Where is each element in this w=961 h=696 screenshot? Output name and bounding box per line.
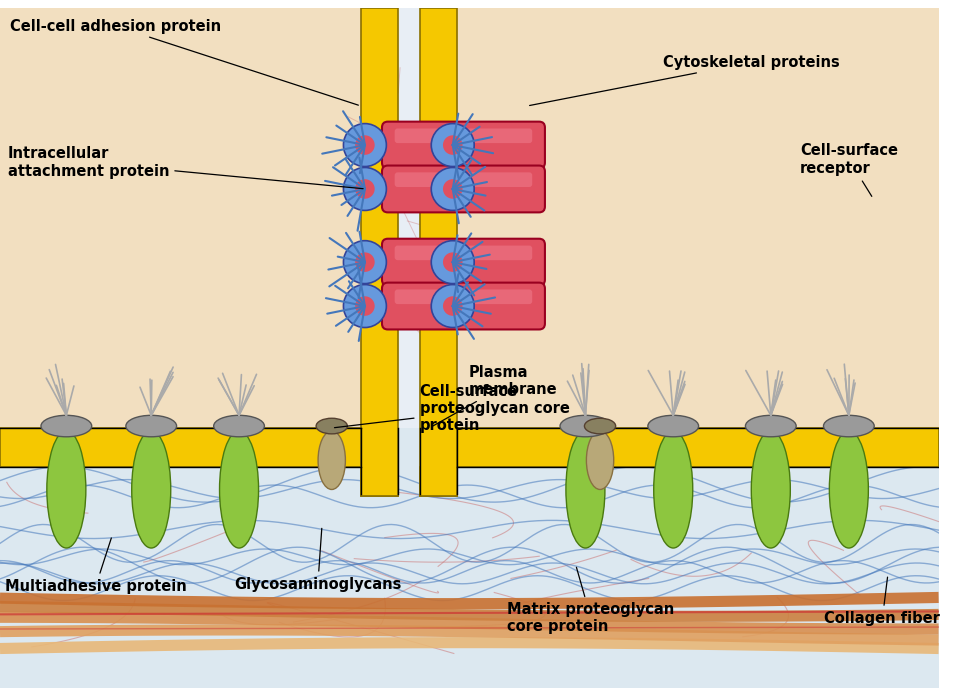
- FancyBboxPatch shape: [382, 166, 544, 212]
- Ellipse shape: [565, 431, 604, 548]
- Ellipse shape: [126, 416, 177, 437]
- Text: Cell-cell adhesion protein: Cell-cell adhesion protein: [10, 19, 358, 105]
- Text: Cytoskeletal proteins: Cytoskeletal proteins: [530, 54, 839, 106]
- Bar: [0, 428, 938, 467]
- Ellipse shape: [823, 416, 874, 437]
- Text: Glycosaminoglycans: Glycosaminoglycans: [234, 528, 401, 592]
- Circle shape: [442, 179, 462, 199]
- Ellipse shape: [316, 418, 347, 434]
- FancyBboxPatch shape: [382, 239, 544, 285]
- Circle shape: [343, 241, 386, 283]
- Text: Cell-surface
proteoglycan core
protein: Cell-surface proteoglycan core protein: [334, 383, 569, 434]
- Ellipse shape: [653, 431, 692, 548]
- Circle shape: [442, 253, 462, 272]
- Circle shape: [343, 168, 386, 210]
- Ellipse shape: [586, 431, 613, 489]
- Circle shape: [431, 285, 474, 328]
- Text: Multiadhesive protein: Multiadhesive protein: [5, 538, 186, 594]
- Bar: [0, 467, 938, 688]
- Polygon shape: [0, 8, 938, 428]
- Text: Collagen fiber: Collagen fiber: [824, 577, 939, 626]
- Bar: [398, 8, 419, 428]
- Ellipse shape: [828, 431, 868, 548]
- Polygon shape: [419, 428, 938, 496]
- Ellipse shape: [47, 431, 86, 548]
- FancyBboxPatch shape: [394, 290, 531, 304]
- FancyBboxPatch shape: [394, 129, 531, 143]
- Ellipse shape: [559, 416, 610, 437]
- Circle shape: [442, 135, 462, 155]
- Ellipse shape: [584, 418, 615, 434]
- Ellipse shape: [751, 431, 790, 548]
- Ellipse shape: [132, 431, 170, 548]
- Text: Matrix proteoglycan
core protein: Matrix proteoglycan core protein: [506, 567, 674, 635]
- Polygon shape: [0, 428, 398, 496]
- Text: Cell-surface
receptor: Cell-surface receptor: [800, 143, 898, 196]
- Circle shape: [431, 168, 474, 210]
- FancyBboxPatch shape: [382, 283, 544, 329]
- Ellipse shape: [213, 416, 264, 437]
- Bar: [419, 8, 456, 496]
- Ellipse shape: [318, 431, 345, 489]
- Circle shape: [431, 241, 474, 283]
- Circle shape: [343, 124, 386, 166]
- FancyBboxPatch shape: [382, 122, 544, 168]
- Text: Intracellular
attachment protein: Intracellular attachment protein: [8, 146, 362, 189]
- Circle shape: [355, 296, 374, 316]
- Circle shape: [343, 285, 386, 328]
- Ellipse shape: [219, 431, 259, 548]
- Text: Plasma
membrane: Plasma membrane: [431, 365, 556, 427]
- FancyBboxPatch shape: [394, 173, 531, 187]
- Circle shape: [442, 296, 462, 316]
- FancyBboxPatch shape: [394, 246, 531, 260]
- Ellipse shape: [41, 416, 91, 437]
- Circle shape: [355, 135, 374, 155]
- Circle shape: [355, 179, 374, 199]
- Bar: [360, 8, 398, 496]
- Circle shape: [431, 124, 474, 166]
- Ellipse shape: [745, 416, 796, 437]
- Circle shape: [355, 253, 374, 272]
- Ellipse shape: [647, 416, 698, 437]
